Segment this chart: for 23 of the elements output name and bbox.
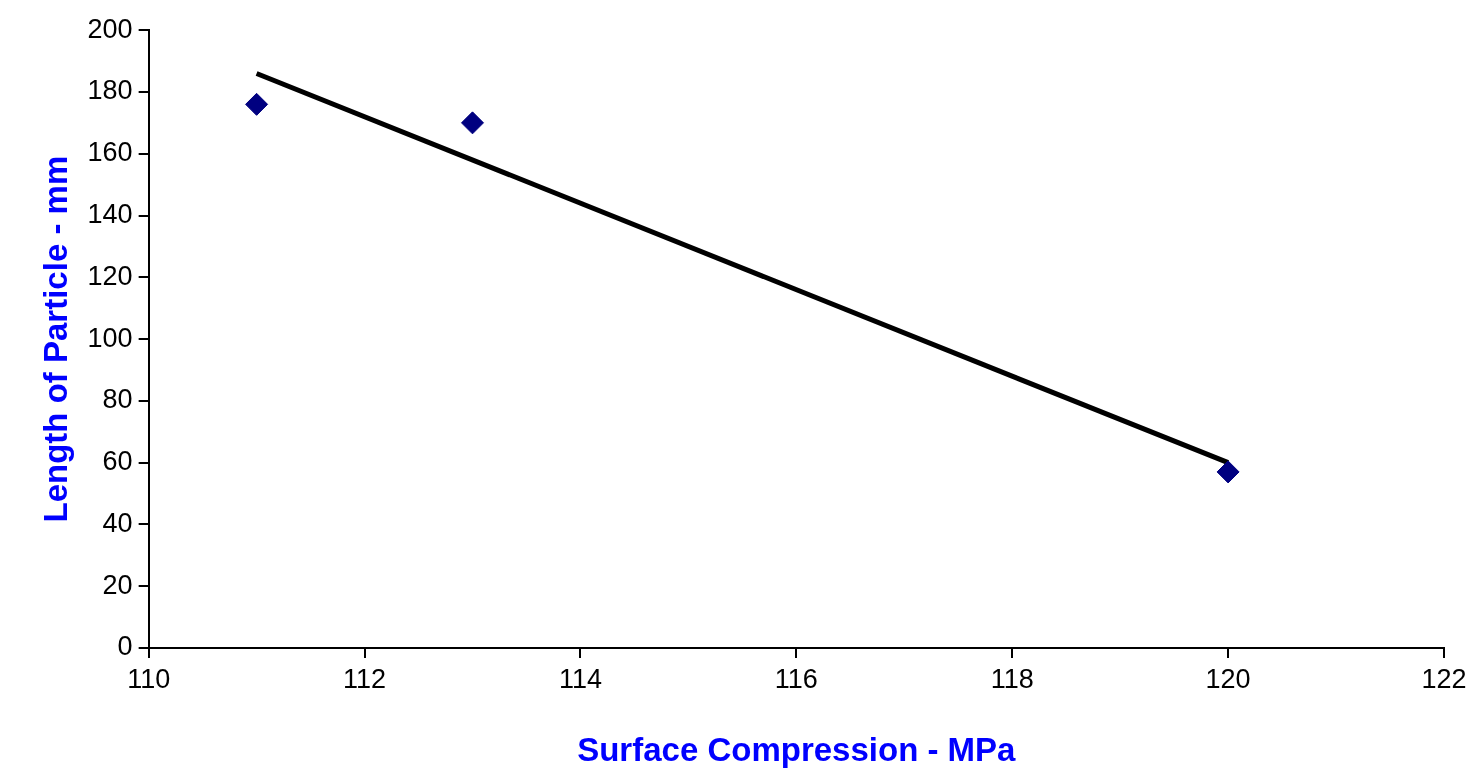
- y-tick-label: 120: [87, 260, 133, 291]
- x-axis-title: Surface Compression - MPa: [577, 731, 1017, 769]
- x-tick-label: 116: [774, 663, 818, 694]
- y-tick-label: 80: [102, 384, 133, 415]
- y-tick-label: 0: [117, 631, 133, 662]
- y-tick-label: 40: [102, 507, 133, 538]
- y-axis-title: Length of Particle - mm: [36, 155, 74, 523]
- x-tick-label: 114: [558, 663, 602, 694]
- x-tick-label: 112: [343, 663, 387, 694]
- y-tick-label: 180: [87, 75, 133, 106]
- x-tick-label: 118: [990, 663, 1034, 694]
- x-tick-label: 122: [1421, 663, 1467, 694]
- point: [1216, 460, 1240, 484]
- y-tick-label: 160: [87, 137, 133, 168]
- x-tick-label: 120: [1205, 663, 1251, 694]
- point: [460, 111, 484, 135]
- x-tick-label: 110: [127, 663, 171, 694]
- y-tick-label: 100: [87, 322, 133, 353]
- y-tick-label: 140: [87, 198, 133, 229]
- y-tick-label: 20: [102, 569, 133, 600]
- y-tick-label: 60: [102, 446, 133, 477]
- point: [245, 92, 269, 116]
- y-tick-label: 200: [87, 13, 133, 44]
